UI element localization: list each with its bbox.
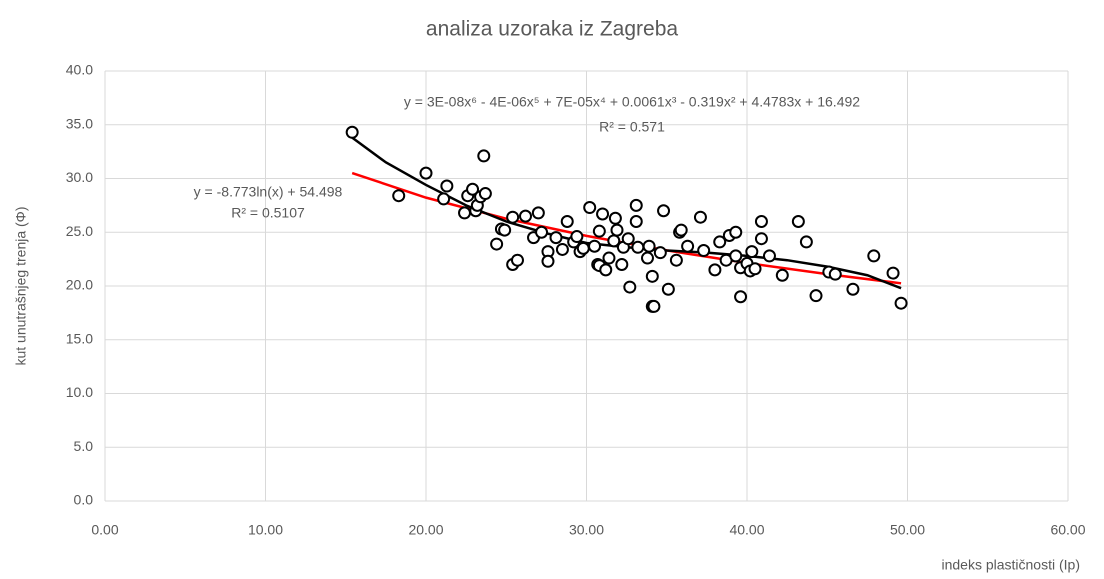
point	[713, 235, 727, 249]
y-tick-label: 5.0	[74, 438, 94, 454]
point	[477, 149, 491, 163]
point	[640, 251, 654, 265]
point	[809, 289, 823, 303]
y-tick-label: 25.0	[66, 223, 93, 239]
point	[674, 223, 688, 237]
point	[588, 239, 602, 253]
trendline-r2: R² = 0.5107	[231, 205, 305, 221]
point	[623, 280, 637, 294]
y-tick-label: 10.0	[66, 384, 93, 400]
point	[440, 179, 454, 193]
point	[621, 232, 635, 246]
point	[669, 253, 683, 267]
x-tick-label: 20.00	[408, 522, 443, 538]
point	[419, 166, 433, 180]
point	[762, 249, 776, 263]
point	[697, 244, 711, 258]
point	[576, 241, 590, 255]
point	[681, 239, 695, 253]
point	[867, 249, 881, 263]
point	[775, 268, 789, 282]
point	[506, 210, 520, 224]
y-tick-label: 40.0	[66, 62, 93, 78]
trendline-r2: R² = 0.571	[599, 119, 665, 135]
point	[531, 206, 545, 220]
point	[510, 253, 524, 267]
chart-title: analiza uzoraka iz Zagreba	[426, 18, 678, 41]
point	[392, 189, 406, 203]
point	[560, 215, 574, 228]
point	[754, 215, 768, 228]
point	[693, 210, 707, 224]
point	[608, 211, 622, 225]
point	[535, 225, 549, 239]
point	[596, 207, 610, 221]
trendline-equation: y = 3E-08x⁶ - 4E-06x⁵ + 7E-05x⁴ + 0.0061…	[404, 94, 860, 110]
point	[645, 269, 659, 283]
y-tick-label: 20.0	[66, 277, 93, 293]
point	[541, 254, 555, 268]
point	[490, 237, 504, 251]
point	[629, 215, 643, 228]
point	[519, 209, 533, 223]
y-tick-label: 15.0	[66, 330, 93, 346]
x-tick-label: 0.00	[91, 522, 118, 538]
point	[345, 125, 359, 139]
point	[661, 282, 675, 296]
point	[583, 201, 597, 215]
point	[653, 246, 667, 260]
point	[745, 245, 759, 259]
point	[886, 266, 900, 280]
y-tick-label: 30.0	[66, 169, 93, 185]
trendline-equation: y = -8.773ln(x) + 54.498	[194, 184, 343, 200]
point	[610, 223, 624, 237]
y-axis-label: kut unutrašnjeg trenja (Φ)	[13, 206, 29, 365]
point	[642, 239, 656, 253]
x-tick-label: 60.00	[1050, 522, 1085, 538]
point	[748, 262, 762, 276]
point	[555, 242, 569, 256]
point	[708, 263, 722, 277]
point	[657, 204, 671, 218]
point	[799, 235, 813, 249]
x-tick-label: 10.00	[248, 522, 283, 538]
point	[631, 240, 645, 254]
y-tick-label: 0.0	[74, 492, 94, 508]
point	[570, 230, 584, 244]
point	[828, 267, 842, 281]
point	[894, 296, 908, 310]
point	[729, 249, 743, 263]
point	[592, 224, 606, 238]
x-tick-label: 50.00	[890, 522, 925, 538]
point	[629, 198, 643, 212]
point	[734, 290, 748, 304]
point	[549, 231, 563, 245]
point	[466, 182, 480, 196]
point	[437, 192, 451, 206]
point	[647, 299, 661, 313]
point	[729, 225, 743, 239]
point	[602, 251, 616, 265]
point	[458, 206, 472, 220]
x-tick-label: 40.00	[729, 522, 764, 538]
point	[846, 282, 860, 296]
x-tick-label: 30.00	[569, 522, 604, 538]
point	[754, 232, 768, 246]
point	[478, 187, 492, 201]
point	[791, 215, 805, 228]
x-axis-label: indeks plastičnosti (Ip)	[941, 557, 1080, 573]
point	[599, 263, 613, 277]
point	[615, 258, 629, 271]
point	[498, 223, 512, 237]
y-tick-label: 35.0	[66, 115, 93, 131]
